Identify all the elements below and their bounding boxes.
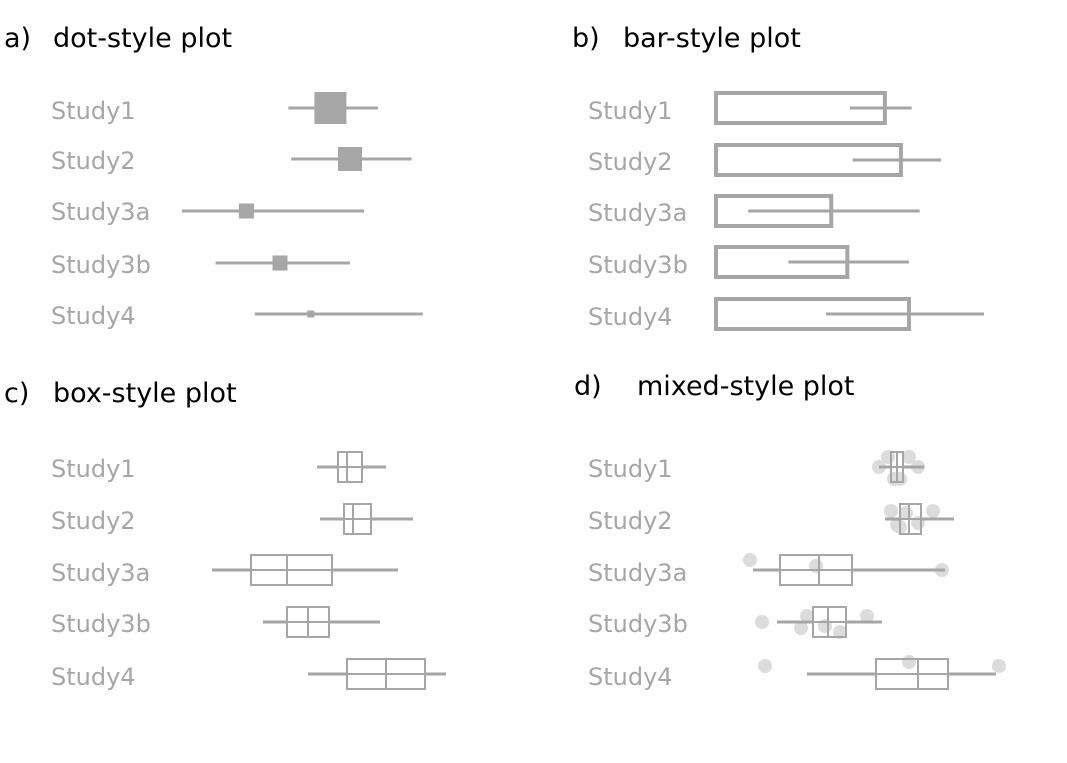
panel-b: b) bar-style plot Study1 Study2 Study3a … <box>572 23 984 331</box>
panel-b-label-study2: Study2 <box>588 148 673 176</box>
panel-a: a) dot-style plot Study1 Study2 Study3a … <box>4 23 423 330</box>
panel-b-label-study1: Study1 <box>588 97 673 125</box>
panel-c-label-study4: Study4 <box>51 663 136 691</box>
panel-c-label-study2: Study2 <box>51 507 136 535</box>
panel-d-label-study1: Study1 <box>588 455 673 483</box>
mixed-plot-point-study2-1 <box>884 504 898 518</box>
panel-a-label-study3b: Study3b <box>51 251 151 279</box>
panel-a-letter: a) <box>4 23 31 54</box>
panel-d-label-study4: Study4 <box>588 663 673 691</box>
panel-a-label-study1: Study1 <box>51 97 136 125</box>
panel-a-marks <box>182 92 423 318</box>
panel-d-letter: d) <box>574 371 602 402</box>
panel-a-label-study3a: Study3a <box>51 198 150 226</box>
panel-b-marks <box>714 91 984 331</box>
mixed-plot-point-study1-4 <box>902 450 916 464</box>
panel-b-label-study4: Study4 <box>588 303 673 331</box>
mixed-plot-point-study4-2 <box>902 655 916 669</box>
dot-plot-marker-study1 <box>314 92 347 124</box>
panel-c-title: box-style plot <box>53 378 237 409</box>
mixed-plot-point-study3b-1 <box>755 615 769 629</box>
mixed-plot-point-study3b-2 <box>800 609 814 623</box>
mixed-plot-point-study3a-1 <box>743 553 757 567</box>
panel-c-letter: c) <box>4 378 29 409</box>
dot-plot-marker-study4 <box>307 310 315 318</box>
panel-b-title: bar-style plot <box>623 23 801 54</box>
mixed-plot-point-study3b-5 <box>860 609 874 623</box>
dot-plot-marker-study2 <box>338 147 362 171</box>
panel-c-label-study3b: Study3b <box>51 610 151 638</box>
mixed-plot-point-study1-6 <box>893 472 907 486</box>
panel-b-label-study3b: Study3b <box>588 251 688 279</box>
dot-plot-marker-study3b <box>272 255 288 271</box>
panel-c: c) box-style plot Study1 Study2 Study3a … <box>4 378 446 691</box>
panel-d: d) mixed-style plot Study1 Study2 Study3… <box>574 371 1006 691</box>
panel-c-label-study1: Study1 <box>51 455 136 483</box>
mixed-plot-point-study2-4 <box>926 504 940 518</box>
mixed-plot-point-study4-1 <box>758 659 772 673</box>
dot-plot-marker-study3a <box>238 203 254 219</box>
panel-a-label-study2: Study2 <box>51 147 136 175</box>
mixed-plot-point-study4-3 <box>992 659 1006 673</box>
panel-d-label-study3b: Study3b <box>588 610 688 638</box>
panel-b-label-study3a: Study3a <box>588 199 687 227</box>
panel-a-label-study4: Study4 <box>51 302 136 330</box>
mixed-plot-point-study2-3 <box>899 506 913 520</box>
panel-c-label-study3a: Study3a <box>51 559 150 587</box>
panel-b-letter: b) <box>572 23 600 54</box>
panel-a-title: dot-style plot <box>53 23 232 54</box>
mixed-plot-point-study3b-3 <box>794 621 808 635</box>
panel-c-marks <box>212 451 446 690</box>
panel-d-label-study3a: Study3a <box>588 559 687 587</box>
mixed-plot-point-study3b-4 <box>833 625 847 639</box>
panel-d-marks <box>743 450 1006 690</box>
panel-d-label-study2: Study2 <box>588 507 673 535</box>
panel-d-title: mixed-style plot <box>637 371 855 402</box>
